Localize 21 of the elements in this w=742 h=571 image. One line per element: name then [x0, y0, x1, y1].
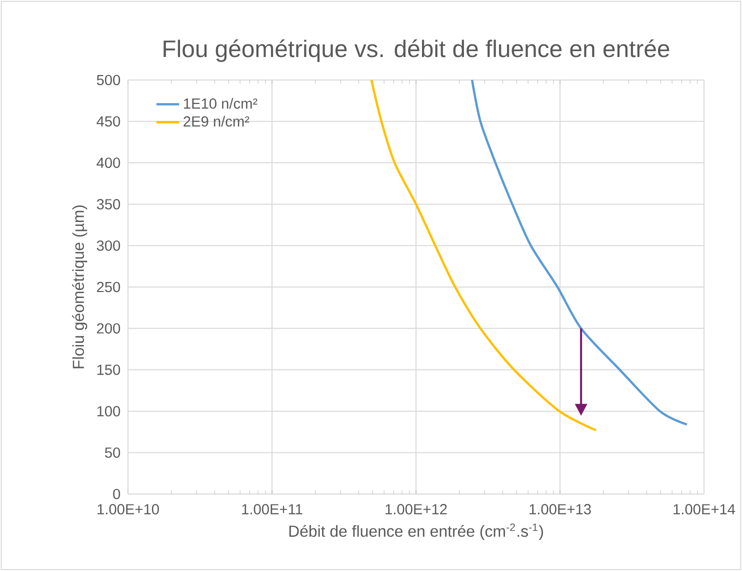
x-tick-label: 1.00E+11 [242, 504, 302, 514]
y-tick-label: 450 [96, 116, 120, 127]
legend-label: 1E10 n/cm² [184, 98, 258, 109]
x-tick-label: 1.00E+10 [98, 504, 159, 514]
y-tick-label: 150 [97, 364, 120, 375]
x-tick-label: 1.00E+12 [386, 504, 447, 514]
y-tick-label: 350 [96, 199, 120, 210]
y-tick-label: 400 [96, 158, 120, 168]
y-axis-title: Floiu géométrique (µm) [72, 205, 88, 368]
y-tick-label: 200 [97, 323, 120, 334]
y-tick-label: 0 [113, 488, 120, 500]
x-tick-label: 1.00E+14 [674, 504, 736, 514]
y-tick-label: 100 [97, 406, 120, 416]
x-axis-title: Débit de fluence en entrée (cm$^{-2}$.s$^{-1}$) [289, 523, 543, 540]
y-tick-label: 300 [96, 240, 120, 251]
legend-label: 2E9 n/cm² [184, 116, 250, 127]
chart-title: Flou géométrique vs. débit de fluence en entrée [164, 39, 670, 62]
y-tick-label: 250 [97, 282, 120, 292]
y-tick-label: 500 [96, 74, 120, 86]
y-tick-label: 50 [104, 447, 120, 458]
x-tick-label: 1.00E+13 [530, 504, 591, 514]
